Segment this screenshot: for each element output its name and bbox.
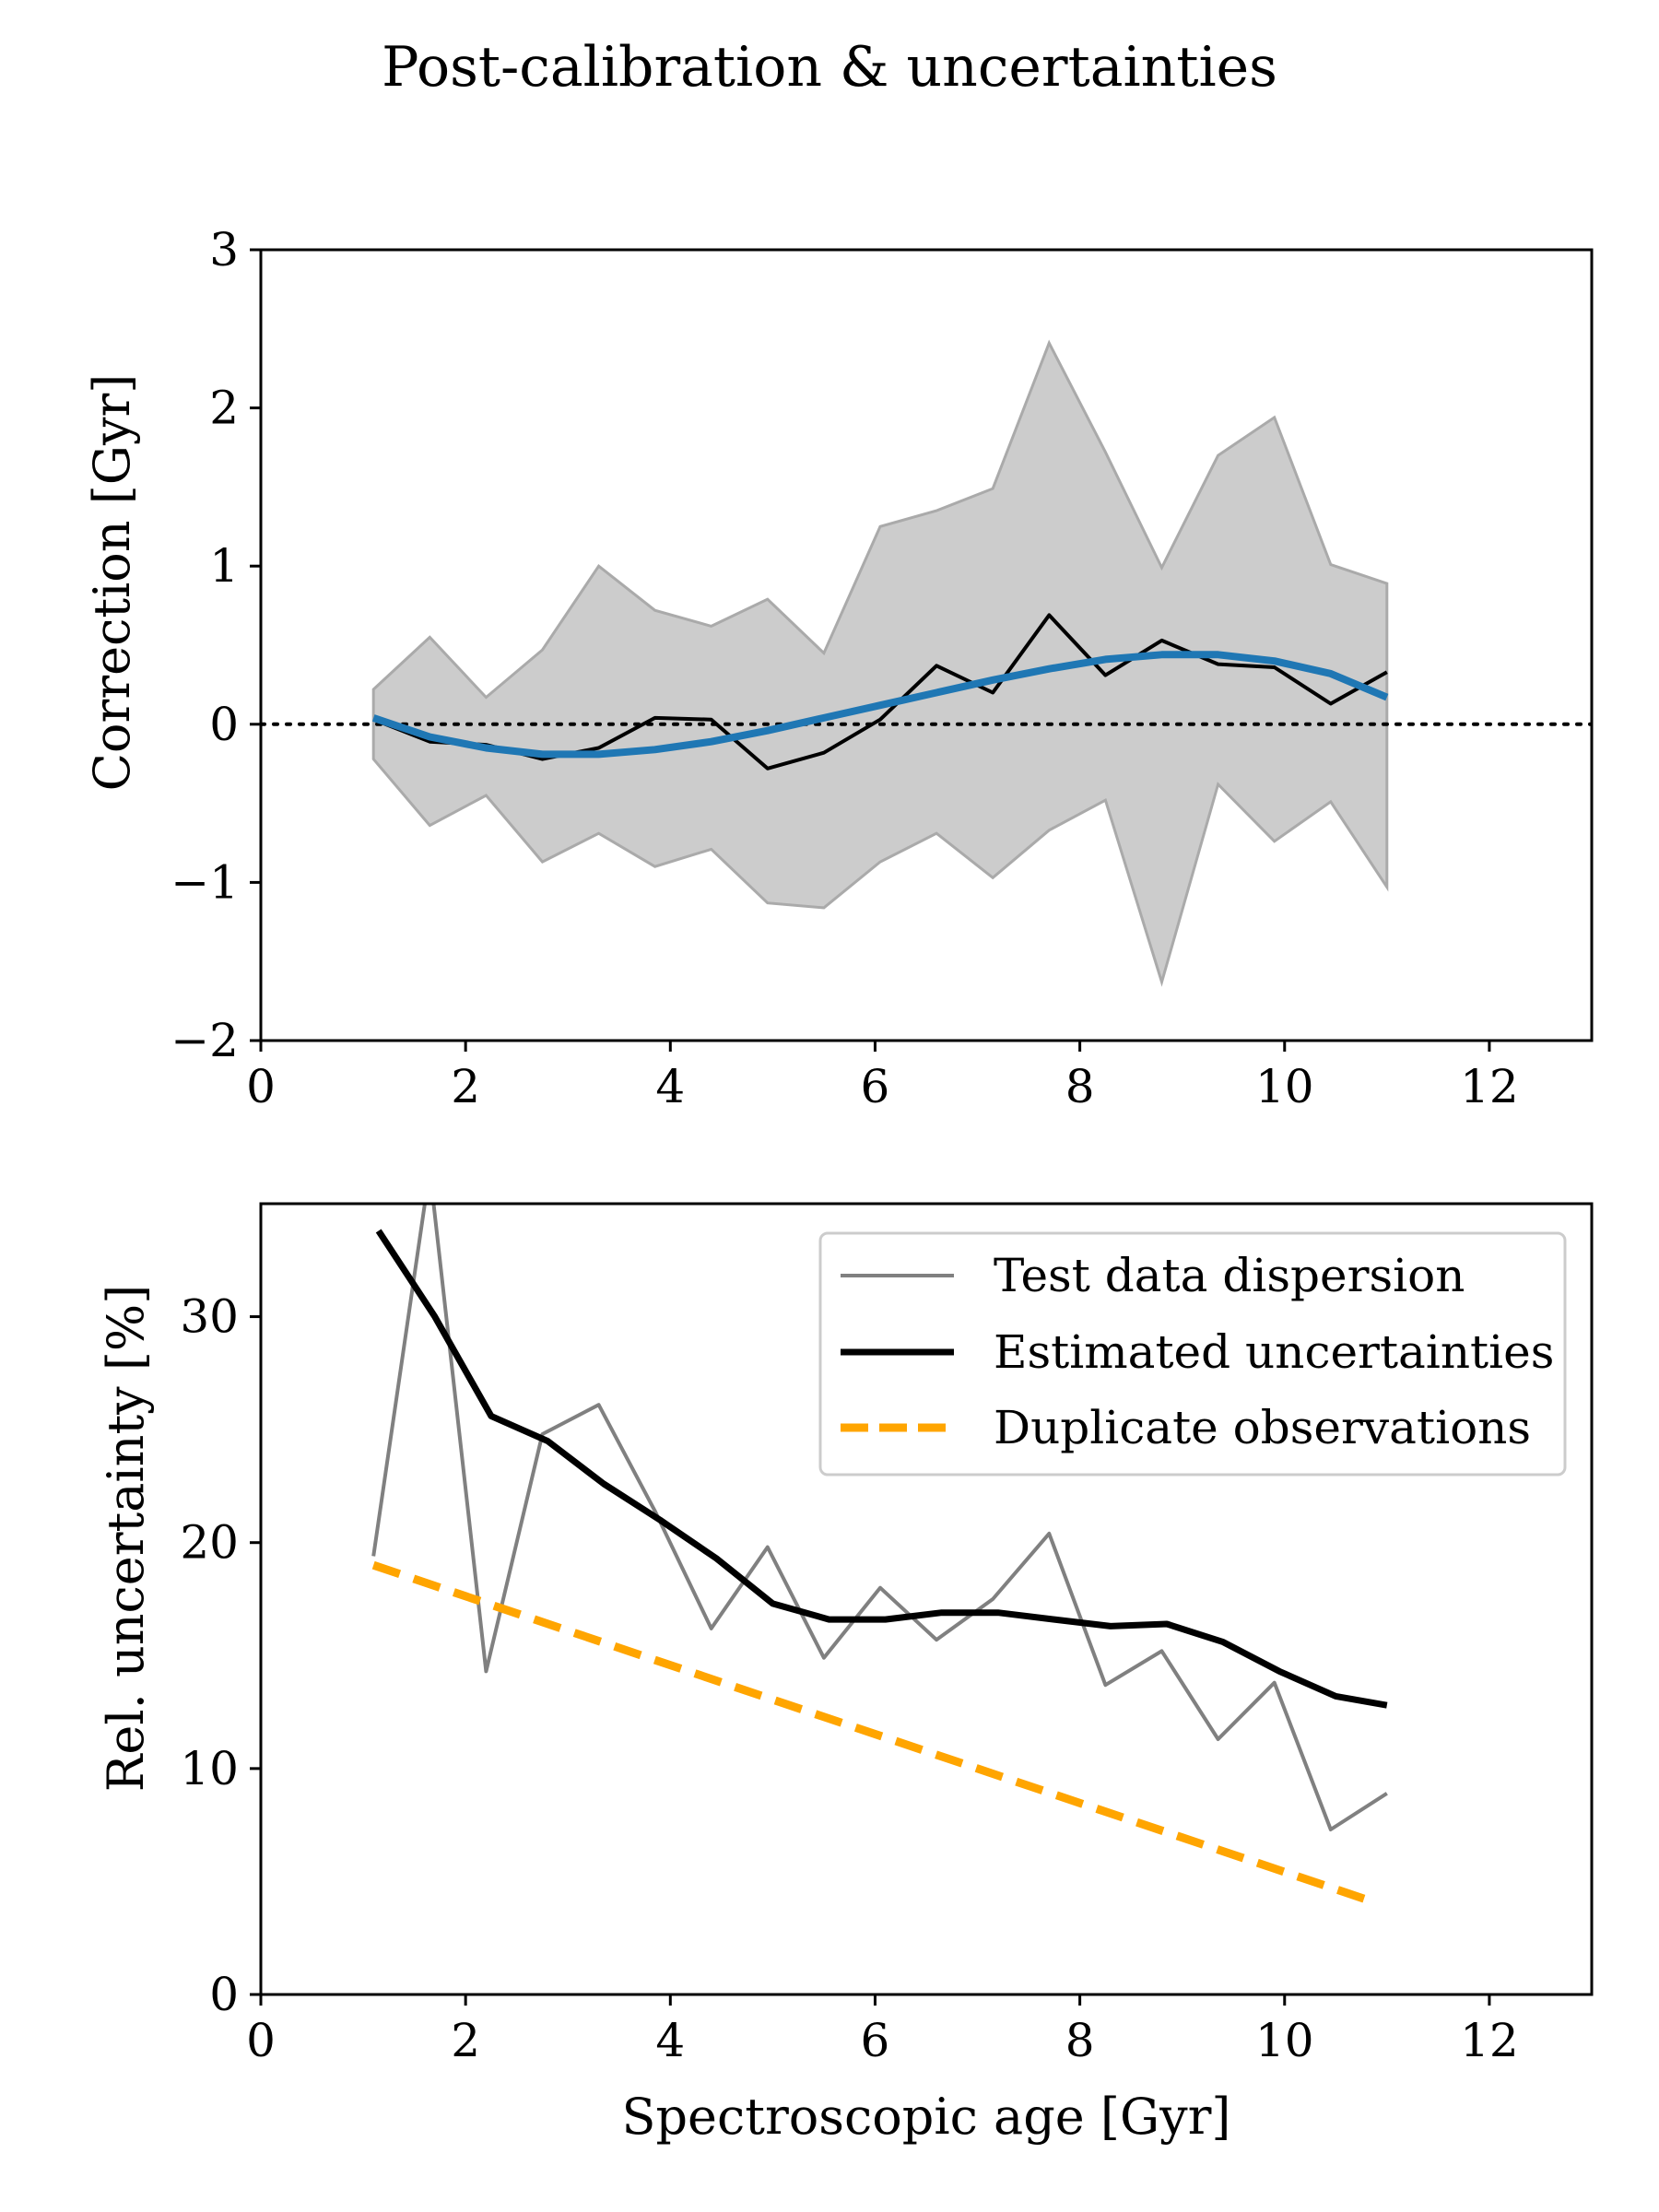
scatter-band [371, 339, 1389, 987]
figure-title: Post-calibration & uncertainties [382, 35, 1277, 100]
plot-area [371, 1204, 1388, 1904]
x-tick-label: 6 [861, 2014, 890, 2067]
y-tick-label: 30 [180, 1290, 239, 1344]
x-tick-label: 2 [451, 1060, 480, 1113]
y-tick-label: 0 [209, 698, 239, 751]
x-tick-label: 4 [655, 2014, 685, 2067]
x-tick-label: 0 [246, 2014, 276, 2067]
correction-y-axis-label: Correction [Gyr] [83, 374, 141, 792]
y-tick-label: 10 [180, 1742, 239, 1795]
x-tick-label: 10 [1255, 1060, 1314, 1113]
legend: Test data dispersion Estimated uncertain… [818, 1231, 1567, 1477]
y-tick-label: −2 [171, 1014, 239, 1067]
y-tick-label: 0 [209, 1968, 239, 2021]
x-tick-label: 8 [1065, 1060, 1095, 1113]
y-tick-label: 2 [209, 382, 239, 435]
uncertainty-panel: 0 2 4 6 8 10 12 0 10 20 30 Rel. uncertainty [%] Sp… [97, 1202, 1594, 2146]
x-tick-label: 6 [861, 1060, 890, 1113]
uncertainty-y-axis-label: Rel. uncertainty [%] [97, 1285, 155, 1793]
axes-frame [259, 1202, 1594, 1996]
plot-area [261, 339, 1592, 987]
legend-frame [818, 1231, 1567, 1477]
y-tick-label: 20 [180, 1516, 239, 1570]
legend-label-estimated-uncertainties: Estimated uncertainties [994, 1325, 1554, 1379]
uncertainty-x-axis-label: Spectroscopic age [Gyr] [622, 2088, 1231, 2146]
x-tick-label: 12 [1460, 2014, 1519, 2067]
y-tick-label: 1 [209, 539, 239, 593]
x-tick-label: 2 [451, 2014, 480, 2067]
x-tick-label: 12 [1460, 1060, 1519, 1113]
x-tick-label: 8 [1065, 2014, 1095, 2067]
series-line-0-1 [371, 651, 1389, 759]
x-tick-label: 0 [246, 1060, 276, 1113]
legend-label-duplicate-observations: Duplicate observations [994, 1401, 1531, 1454]
series-line-1-1 [375, 1229, 1388, 1709]
series-line-1-2 [371, 1560, 1369, 1904]
y-tick-label: −1 [171, 855, 239, 909]
series-line-0-0 [372, 613, 1388, 771]
y-tick-label: 3 [209, 223, 239, 276]
legend-label-test-data-dispersion: Test data dispersion [994, 1249, 1465, 1302]
x-tick-label: 10 [1255, 2014, 1314, 2067]
x-tick-label: 4 [655, 1060, 685, 1113]
series-line-1-0 [371, 1204, 1388, 1831]
axes-frame [259, 248, 1594, 1042]
